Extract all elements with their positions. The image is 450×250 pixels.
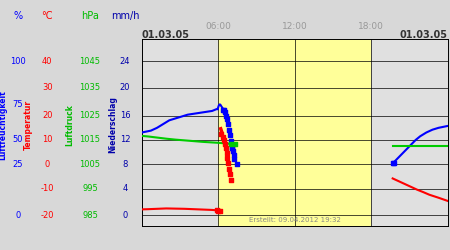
- Point: [222, 110, 229, 114]
- Text: Niederschlag: Niederschlag: [108, 96, 117, 154]
- Point: [233, 162, 240, 166]
- Point: [224, 118, 231, 122]
- Text: %: %: [14, 11, 22, 21]
- Point: [213, 208, 220, 212]
- Point: [229, 149, 236, 153]
- Text: 985: 985: [82, 210, 98, 220]
- Text: -10: -10: [40, 184, 54, 193]
- Point: [222, 146, 229, 150]
- Text: 12:00: 12:00: [282, 22, 308, 31]
- Point: [228, 146, 235, 150]
- Text: 12: 12: [120, 136, 130, 144]
- Text: 4: 4: [122, 184, 128, 193]
- Text: 20: 20: [120, 83, 130, 92]
- Point: [216, 209, 223, 213]
- Text: 16: 16: [120, 111, 130, 120]
- Text: 1045: 1045: [80, 57, 100, 66]
- Text: 0: 0: [15, 210, 21, 220]
- Point: [219, 135, 226, 139]
- Point: [225, 161, 232, 165]
- Text: 40: 40: [42, 57, 53, 66]
- Text: 50: 50: [13, 136, 23, 144]
- Text: 20: 20: [42, 111, 53, 120]
- Point: [223, 150, 230, 154]
- Point: [231, 142, 239, 146]
- Text: 1015: 1015: [80, 136, 100, 144]
- Point: [220, 138, 227, 142]
- Text: 100: 100: [10, 57, 26, 66]
- Point: [218, 132, 225, 136]
- Text: -20: -20: [40, 210, 54, 220]
- Point: [227, 172, 234, 176]
- Text: 1025: 1025: [80, 111, 100, 120]
- Text: 24: 24: [120, 57, 130, 66]
- Text: 06:00: 06:00: [205, 22, 231, 31]
- Text: Temperatur: Temperatur: [23, 100, 32, 150]
- Point: [221, 142, 228, 146]
- Point: [228, 142, 235, 146]
- Point: [220, 108, 227, 112]
- Point: [225, 166, 233, 170]
- Text: 1005: 1005: [80, 160, 100, 169]
- Point: [224, 156, 231, 160]
- Text: 01.03.05: 01.03.05: [400, 30, 448, 40]
- Text: 1035: 1035: [80, 83, 100, 92]
- Text: 25: 25: [13, 160, 23, 169]
- Text: 0: 0: [122, 210, 128, 220]
- Text: 75: 75: [13, 100, 23, 109]
- Text: 995: 995: [82, 184, 98, 193]
- Text: mm/h: mm/h: [111, 11, 140, 21]
- Text: 18:00: 18:00: [358, 22, 384, 31]
- Point: [226, 133, 234, 137]
- Text: 01.03.05: 01.03.05: [142, 30, 190, 40]
- Point: [389, 162, 396, 166]
- Text: 30: 30: [42, 83, 53, 92]
- Point: [215, 209, 222, 213]
- Point: [225, 122, 232, 126]
- Point: [221, 108, 228, 112]
- Point: [228, 146, 235, 150]
- Text: 8: 8: [122, 160, 128, 169]
- Point: [231, 157, 238, 161]
- Point: [230, 153, 237, 157]
- Point: [228, 178, 235, 182]
- Text: Luftfeuchtigkeit: Luftfeuchtigkeit: [0, 90, 8, 160]
- Text: Luftdruck: Luftdruck: [65, 104, 74, 146]
- Point: [227, 139, 234, 143]
- Bar: [218, 39, 371, 226]
- Text: 0: 0: [45, 160, 50, 169]
- Text: hPa: hPa: [81, 11, 99, 21]
- Text: °C: °C: [41, 11, 53, 21]
- Text: 10: 10: [42, 136, 53, 144]
- Point: [223, 114, 230, 118]
- Text: Erstellt: 09.04.2012 19:32: Erstellt: 09.04.2012 19:32: [249, 218, 341, 224]
- Point: [225, 128, 233, 132]
- Point: [391, 160, 398, 164]
